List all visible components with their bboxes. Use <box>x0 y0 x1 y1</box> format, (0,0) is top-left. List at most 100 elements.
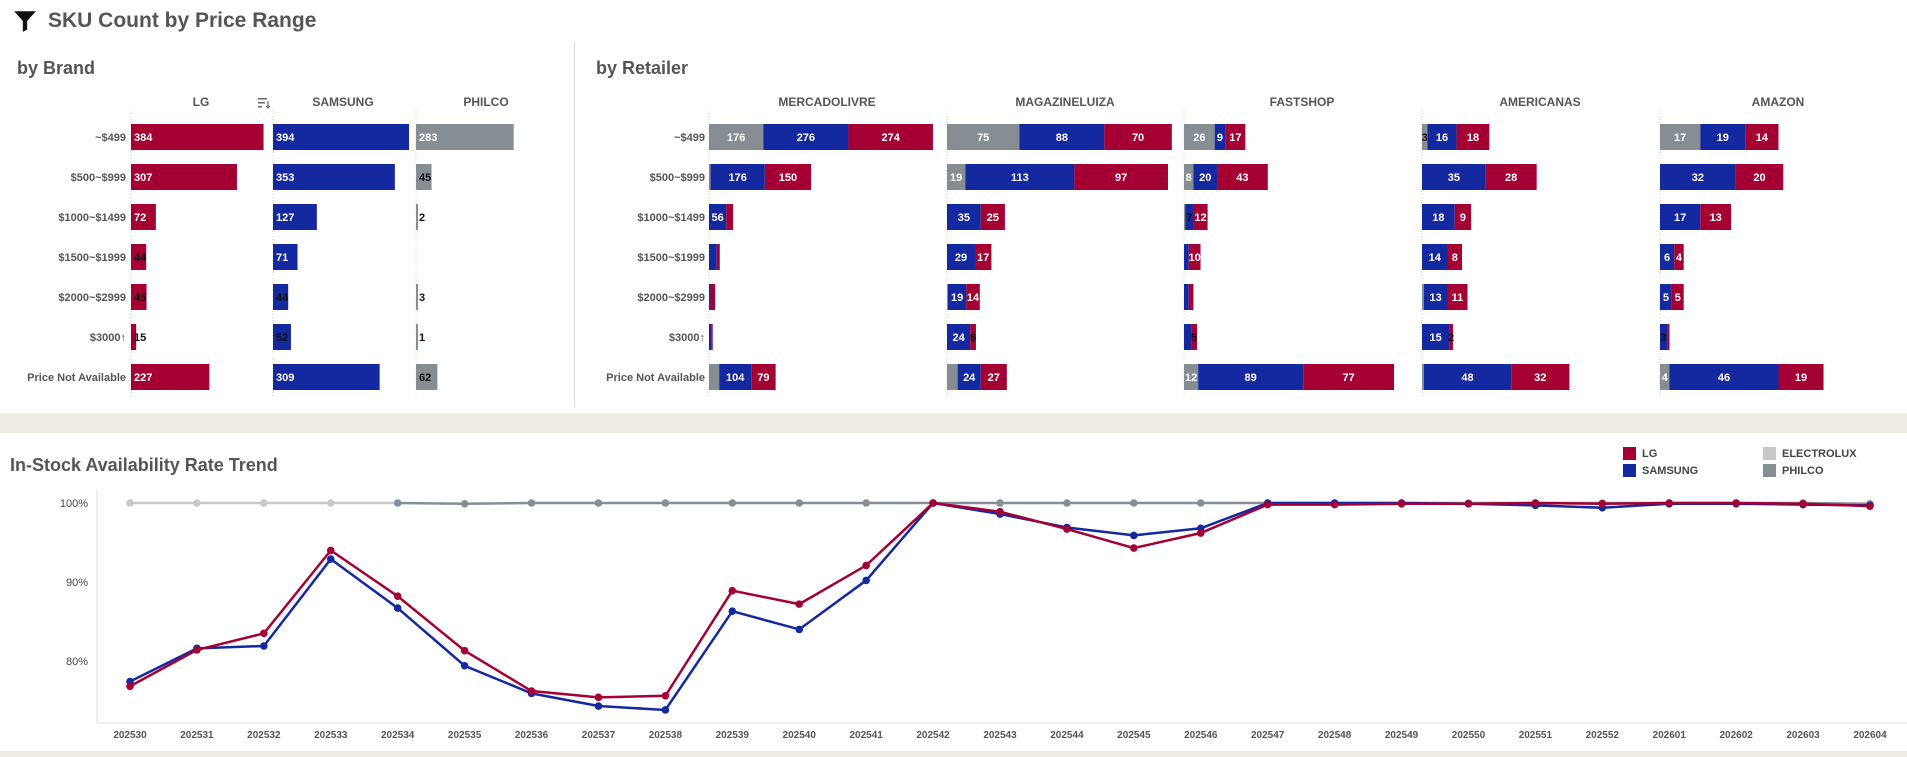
bar-value-label: 45 <box>134 292 146 304</box>
bar-segment-samsung <box>719 364 752 390</box>
bar-segment-samsung <box>1660 324 1668 350</box>
sort-icon-arrow <box>265 101 271 109</box>
bar-segment-lg <box>1456 124 1490 150</box>
bar-value-label: 3 <box>419 292 425 304</box>
bar-segment-samsung <box>709 244 717 270</box>
bottom-separator <box>0 751 1907 757</box>
brand-bar-chart: ~$499 $500~$999 $1000~$1499 $1500~$1999 $200… <box>27 95 514 398</box>
data-point-lg <box>1598 499 1607 508</box>
bar-segment-lg <box>1485 164 1537 190</box>
data-point-electrolux <box>193 499 201 507</box>
data-point-samsung <box>460 661 469 670</box>
filter-icon[interactable] <box>12 8 38 34</box>
bar-segment-lg <box>711 324 713 350</box>
panel-header-americanas: AMERICANAS <box>1499 95 1580 109</box>
data-point-samsung <box>661 706 670 714</box>
x-tick-label: 202551 <box>1519 730 1553 741</box>
bar-value-label: 20 <box>1753 172 1765 184</box>
x-tick-label: 202539 <box>716 730 750 741</box>
data-point-philco <box>862 499 870 507</box>
x-tick-label: 202550 <box>1452 730 1486 741</box>
data-point-philco <box>460 499 469 508</box>
bar-samsung <box>273 164 395 190</box>
bar-value-label: 70 <box>1132 132 1144 144</box>
bar-philco <box>416 124 514 150</box>
bar-segment-philco <box>947 164 966 190</box>
bar-segment-samsung <box>947 284 967 310</box>
bar-value-label: 45 <box>419 172 431 184</box>
legend-item-samsung[interactable]: SAMSUNG <box>1623 464 1763 477</box>
bar-segment-samsung <box>709 324 712 350</box>
bar-segment-philco <box>1184 164 1194 190</box>
bar-value-label: 44 <box>134 252 147 264</box>
x-tick-label: 202534 <box>381 730 415 741</box>
bar-value-label: 12 <box>1185 372 1197 384</box>
bar-segment-philco <box>1660 364 1670 390</box>
sort-icon-line <box>258 98 267 100</box>
bar-value-label: 89 <box>1245 372 1257 384</box>
bar-value-label: 18 <box>1432 212 1444 224</box>
legend-item-electrolux[interactable]: ELECTROLUX <box>1763 447 1903 460</box>
bar-value-label: 29 <box>955 252 967 264</box>
bar-samsung <box>273 124 409 150</box>
bar-segment-lg <box>1074 164 1168 190</box>
trend-legend: LG ELECTROLUX SAMSUNG PHILCO <box>1623 447 1903 477</box>
legend-swatch <box>1763 447 1776 460</box>
data-point-lg <box>1263 500 1272 509</box>
page-title: SKU Count by Price Range <box>48 9 317 32</box>
bar-value-label: 17 <box>977 252 989 264</box>
data-point-lg <box>1330 500 1339 509</box>
data-point-lg <box>1866 502 1874 510</box>
bar-segment-samsung <box>1422 164 1486 190</box>
bar-value-label: 10 <box>1188 252 1200 264</box>
data-point-samsung <box>862 576 870 585</box>
x-tick-label: 202545 <box>1117 730 1151 741</box>
data-point-lg <box>1063 525 1071 533</box>
data-point-electrolux <box>260 499 268 507</box>
data-point-samsung <box>326 555 335 563</box>
data-point-lg <box>1464 499 1473 508</box>
section-separator <box>0 413 1907 433</box>
bar-value-label: 19 <box>1795 372 1807 384</box>
data-point-lg <box>1397 499 1406 508</box>
page-header: SKU Count by Price Range <box>12 8 316 34</box>
retailer-bar-chart: ~$499 $500~$999 $1000~$1499 $1500~$1999 $200… <box>606 95 1824 398</box>
bar-value-label: 150 <box>779 172 797 184</box>
bar-segment-lg <box>1735 164 1784 190</box>
bar-value-label: 309 <box>276 372 294 384</box>
bar-value-label: 72 <box>134 212 146 224</box>
y-tick-label: 100% <box>60 498 88 510</box>
data-point-lg <box>1531 499 1540 507</box>
x-tick-label: 202544 <box>1050 730 1084 741</box>
category-label: $1000~$1499 <box>637 212 705 224</box>
bar-value-label: 32 <box>1692 172 1704 184</box>
bar-segment-philco <box>947 364 958 390</box>
bar-segment-philco <box>1422 364 1424 390</box>
bar-segment-lg <box>1700 204 1732 230</box>
bar-value-label: 4 <box>1676 252 1683 264</box>
data-point-lg <box>193 646 201 654</box>
category-label: $2000~$2999 <box>637 292 705 304</box>
bar-value-label: 24 <box>952 332 965 344</box>
trend-section-title: In-Stock Availability Rate Trend <box>10 455 278 475</box>
bar-segment-samsung <box>763 124 849 150</box>
bar-value-label: 276 <box>797 132 815 144</box>
bar-value-label: 8 <box>1186 172 1192 184</box>
bar-segment-samsung <box>1669 364 1779 390</box>
x-tick-label: 202604 <box>1853 730 1887 741</box>
legend-item-philco[interactable]: PHILCO <box>1763 464 1903 477</box>
bar-segment-philco <box>1184 204 1186 230</box>
legend-item-lg[interactable]: LG <box>1623 447 1763 460</box>
bar-value-label: 2 <box>1448 332 1454 344</box>
bar-segment-lg <box>966 284 980 310</box>
bar-segment-lg <box>970 324 976 350</box>
bar-value-label: 17 <box>1229 132 1241 144</box>
category-label: $500~$999 <box>71 172 126 184</box>
bar-value-label: 176 <box>729 172 747 184</box>
x-tick-label: 202532 <box>247 730 281 741</box>
series-line-lg <box>129 501 1871 699</box>
bar-segment-samsung <box>947 204 981 230</box>
data-point-lg <box>126 682 134 691</box>
data-point-lg <box>1732 499 1740 507</box>
bar-segment-lg <box>1447 284 1468 310</box>
